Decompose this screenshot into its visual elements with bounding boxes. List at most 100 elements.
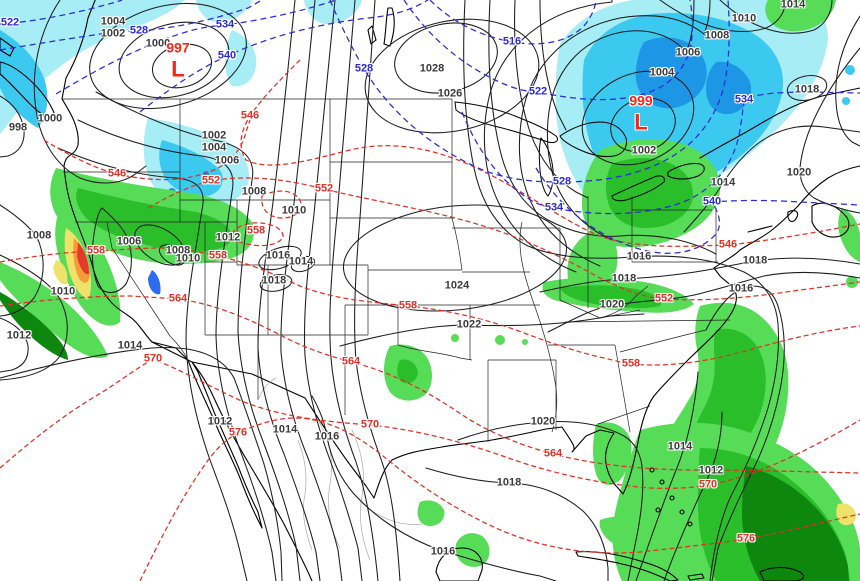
pressure-label: 1014 xyxy=(272,423,298,436)
pressure-label: 1004 xyxy=(201,141,227,154)
thickness-label-warm: 558 xyxy=(398,299,418,312)
thickness-label-cold: 540 xyxy=(217,49,237,62)
pressure-label: 1020 xyxy=(530,415,556,428)
pressure-label: 1018 xyxy=(611,272,637,285)
thickness-label-cold: 534 xyxy=(734,93,754,106)
rain-area xyxy=(495,335,505,345)
rain-area xyxy=(417,500,445,526)
pressure-label: 1002 xyxy=(100,27,126,40)
pressure-label: 1018 xyxy=(742,254,768,267)
pressure-label: 1012 xyxy=(215,231,241,244)
rain-area xyxy=(593,422,632,485)
pressure-label: 1002 xyxy=(631,144,657,157)
pressure-label: 1010 xyxy=(281,204,307,217)
pressure-label: 1012 xyxy=(207,415,233,428)
heavy-precip-area xyxy=(53,260,68,285)
pressure-label: 1010 xyxy=(50,285,76,298)
pressure-label: 1020 xyxy=(786,166,812,179)
pressure-label: 1024 xyxy=(444,279,470,292)
thickness-label-warm: 552 xyxy=(201,174,221,187)
state-borders xyxy=(62,98,731,442)
pressure-label: 1004 xyxy=(100,15,126,28)
pressure-label: 1002 xyxy=(201,129,227,142)
thickness-label-warm: 558 xyxy=(208,249,228,262)
pressure-label: 1028 xyxy=(419,62,445,75)
thickness-label-warm: 552 xyxy=(314,182,334,195)
pressure-label: 1010 xyxy=(175,252,201,265)
pressure-label: 1014 xyxy=(117,339,143,352)
thickness-label-cold: 540 xyxy=(702,195,722,208)
rain-area xyxy=(0,262,108,359)
thickness-label-warm: 546 xyxy=(107,167,127,180)
low-symbol: L xyxy=(634,109,648,135)
thickness-label-cold: 522 xyxy=(0,16,20,29)
pressure-label: 1006 xyxy=(116,235,142,248)
thickness-label-warm: 576 xyxy=(736,532,756,545)
low-pressure-value: 997 xyxy=(166,39,190,56)
thickness-label-warm: 576 xyxy=(228,426,248,439)
pressure-label: 1016 xyxy=(728,282,754,295)
pressure-label: 1006 xyxy=(214,154,240,167)
snow-area xyxy=(304,0,362,24)
low-pressure-value: 999 xyxy=(629,92,653,109)
snow-area xyxy=(0,0,185,134)
thickness-label-warm: 564 xyxy=(543,447,563,460)
rain-area xyxy=(451,334,459,342)
pressure-label: 1018 xyxy=(261,274,287,287)
heavy-precip-area xyxy=(836,503,857,526)
pressure-label: 1016 xyxy=(626,250,652,263)
pressure-label: 1010 xyxy=(731,12,757,25)
thickness-label-cold: 516 xyxy=(502,35,522,48)
rain-area xyxy=(838,208,860,262)
pressure-label: 998 xyxy=(8,121,28,134)
thickness-label-warm: 570 xyxy=(143,352,163,365)
pressure-label: 1008 xyxy=(165,244,191,257)
pressure-label: 1016 xyxy=(265,249,291,262)
snow-area xyxy=(845,65,855,75)
pressure-label: 1008 xyxy=(241,185,267,198)
rain-area xyxy=(522,339,528,345)
thickness-label-cold: 528 xyxy=(552,175,572,188)
pressure-label: 1000 xyxy=(145,37,171,50)
pressure-label: 1020 xyxy=(599,298,625,311)
pressure-label: 1014 xyxy=(710,176,736,189)
pressure-label: 1008 xyxy=(26,229,52,242)
rain-area xyxy=(0,292,68,360)
snow-area xyxy=(842,97,850,105)
thickness-contours-warm xyxy=(0,59,860,581)
thickness-label-warm: 552 xyxy=(654,292,674,305)
thickness-label-warm: 570 xyxy=(360,418,380,431)
pressure-label: 1016 xyxy=(314,430,340,443)
rain-area xyxy=(397,359,418,384)
pressure-label: 1014 xyxy=(667,440,693,453)
snow-area xyxy=(148,270,161,295)
pressure-label: 1014 xyxy=(780,0,806,11)
thickness-contours-cold xyxy=(0,0,860,254)
pressure-label: 1014 xyxy=(288,255,314,268)
heavy-precip-area xyxy=(77,242,89,275)
low-pressure-marker: 999 L xyxy=(629,93,652,136)
pressure-label: 1026 xyxy=(437,87,463,100)
rain-area xyxy=(742,466,849,581)
snow-area xyxy=(225,30,257,87)
thickness-label-warm: 546 xyxy=(718,238,738,251)
thickness-label-cold: 528 xyxy=(354,62,374,75)
rain-area xyxy=(76,188,233,252)
pressure-label: 1012 xyxy=(6,329,32,342)
pressure-label: 1004 xyxy=(649,66,675,79)
rain-area xyxy=(599,516,661,552)
rain-area xyxy=(765,0,836,32)
rain-area xyxy=(605,158,694,228)
thickness-label-cold: 528 xyxy=(129,24,149,37)
rain-area xyxy=(656,492,672,508)
pressure-label: 1000 xyxy=(37,112,63,125)
pressure-label: 1006 xyxy=(675,46,701,59)
thickness-label-warm: 546 xyxy=(240,109,260,122)
pressure-label: 1018 xyxy=(794,83,820,96)
thickness-label-cold: 522 xyxy=(528,85,548,98)
snow-area xyxy=(706,61,752,115)
